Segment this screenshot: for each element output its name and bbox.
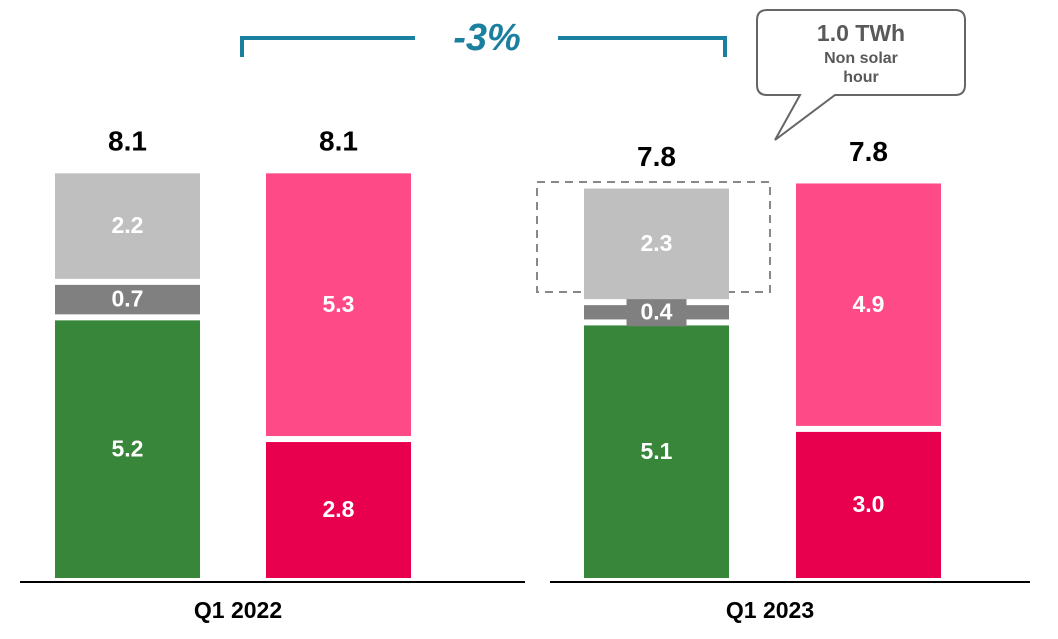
callout-box (756, 9, 966, 141)
label-bg (97, 285, 158, 314)
bar-segment (584, 188, 729, 300)
segment-label: 0.7 (112, 286, 144, 312)
segment-label: 3.0 (853, 491, 885, 517)
segment-label: 2.3 (641, 230, 673, 256)
bar-segment (55, 173, 200, 279)
total-label: 7.8 (637, 141, 676, 172)
total-label: 8.1 (108, 126, 147, 157)
callout-text: hour (843, 69, 879, 86)
bar-segment (266, 442, 411, 578)
label-bg (626, 298, 687, 327)
bar-segment (266, 173, 411, 437)
segment-label: 2.2 (112, 212, 144, 238)
bar-segment (584, 325, 729, 578)
group-label: Q1 2023 (726, 597, 814, 623)
segment-label: 5.3 (323, 291, 355, 317)
segment-label: 4.9 (853, 291, 885, 317)
group-label: Q1 2022 (194, 597, 282, 623)
segment-label: 2.8 (323, 496, 355, 522)
segment-label: 0.4 (641, 298, 673, 324)
highlight-box (536, 181, 771, 293)
bar-segment (55, 320, 200, 578)
change-label: -3% (453, 17, 521, 59)
callout-text: Non solar (824, 50, 898, 67)
segment-label: 5.1 (641, 438, 673, 464)
bar-segment (796, 183, 941, 426)
segment-label: 5.2 (112, 435, 144, 461)
change-bracket (240, 36, 727, 57)
bar-segment (796, 431, 941, 578)
total-label: 8.1 (319, 126, 358, 157)
callout-value: 1.0 TWh (817, 20, 905, 46)
total-label: 7.8 (849, 136, 888, 167)
